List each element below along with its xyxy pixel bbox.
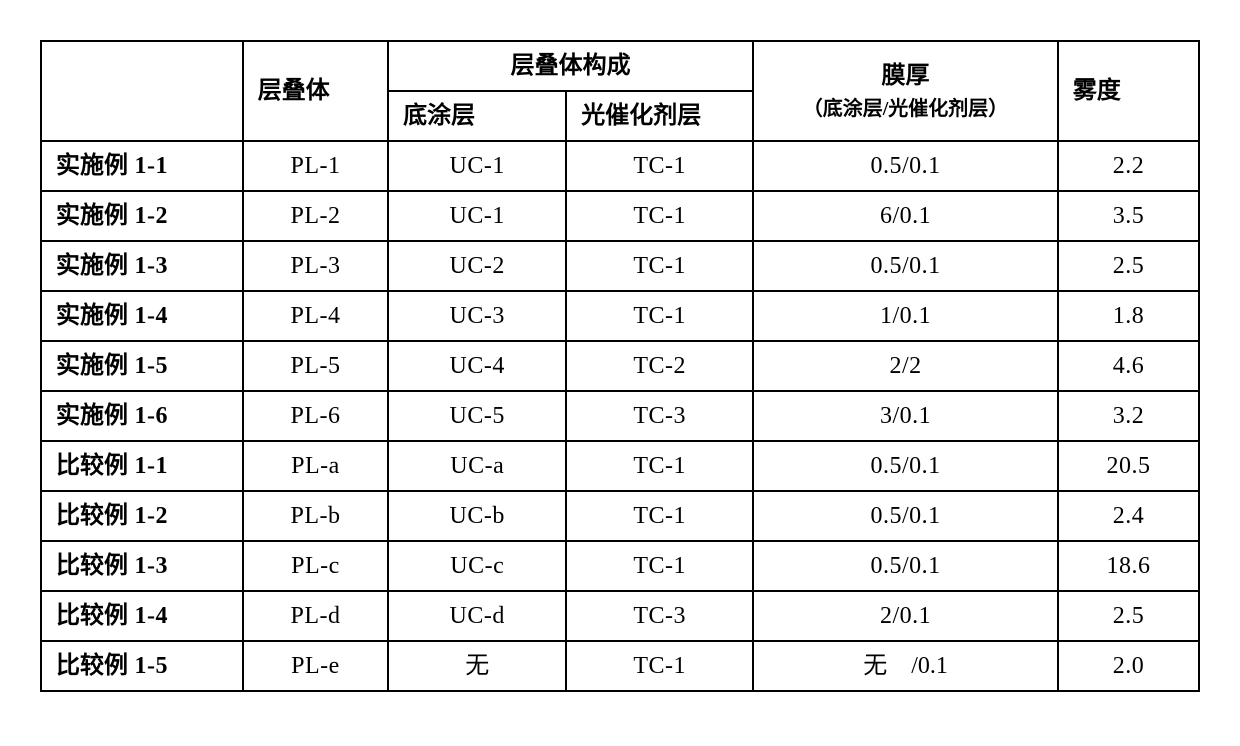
header-blank: [41, 41, 243, 141]
cell-tc: TC-1: [566, 641, 753, 691]
cell-laminate: PL-a: [243, 441, 388, 491]
header-composition: 层叠体构成: [388, 41, 753, 91]
cell-tc: TC-2: [566, 341, 753, 391]
cell-uc: 无: [388, 641, 566, 691]
table-row: 比较例 1-2PL-bUC-bTC-10.5/0.12.4: [41, 491, 1199, 541]
header-tc: 光催化剂层: [566, 91, 753, 141]
cell-laminate: PL-2: [243, 191, 388, 241]
cell-thickness: 2/2: [753, 341, 1058, 391]
header-thickness-sub: （底涂层/光催化剂层）: [764, 94, 1047, 124]
table-row: 实施例 1-1PL-1UC-1TC-10.5/0.12.2: [41, 141, 1199, 191]
cell-haze: 18.6: [1058, 541, 1199, 591]
cell-uc: UC-c: [388, 541, 566, 591]
cell-laminate: PL-e: [243, 641, 388, 691]
cell-uc: UC-a: [388, 441, 566, 491]
cell-uc: UC-b: [388, 491, 566, 541]
table-row: 实施例 1-6PL-6UC-5TC-33/0.13.2: [41, 391, 1199, 441]
cell-tc: TC-1: [566, 291, 753, 341]
cell-tc: TC-3: [566, 391, 753, 441]
cell-laminate: PL-d: [243, 591, 388, 641]
cell-thickness: 0.5/0.1: [753, 541, 1058, 591]
row-label: 比较例 1-3: [41, 541, 243, 591]
cell-haze: 4.6: [1058, 341, 1199, 391]
header-laminate: 层叠体: [243, 41, 388, 141]
cell-haze: 3.5: [1058, 191, 1199, 241]
row-label: 比较例 1-1: [41, 441, 243, 491]
cell-haze: 2.0: [1058, 641, 1199, 691]
cell-haze: 2.5: [1058, 591, 1199, 641]
table-row: 比较例 1-5PL-e无TC-1无 /0.12.0: [41, 641, 1199, 691]
cell-uc: UC-1: [388, 141, 566, 191]
table-header: 层叠体 层叠体构成 膜厚 （底涂层/光催化剂层） 雾度 底涂层 光催化剂层: [41, 41, 1199, 141]
cell-haze: 1.8: [1058, 291, 1199, 341]
cell-laminate: PL-b: [243, 491, 388, 541]
cell-uc: UC-4: [388, 341, 566, 391]
cell-thickness: 1/0.1: [753, 291, 1058, 341]
cell-uc: UC-1: [388, 191, 566, 241]
cell-laminate: PL-3: [243, 241, 388, 291]
cell-tc: TC-1: [566, 191, 753, 241]
table-row: 比较例 1-4PL-dUC-dTC-32/0.12.5: [41, 591, 1199, 641]
cell-uc: UC-5: [388, 391, 566, 441]
cell-tc: TC-1: [566, 241, 753, 291]
cell-tc: TC-3: [566, 591, 753, 641]
data-table: 层叠体 层叠体构成 膜厚 （底涂层/光催化剂层） 雾度 底涂层 光催化剂层 实施…: [40, 40, 1200, 692]
table-row: 实施例 1-4PL-4UC-3TC-11/0.11.8: [41, 291, 1199, 341]
cell-laminate: PL-6: [243, 391, 388, 441]
cell-laminate: PL-1: [243, 141, 388, 191]
cell-tc: TC-1: [566, 491, 753, 541]
cell-thickness: 6/0.1: [753, 191, 1058, 241]
header-thickness: 膜厚 （底涂层/光催化剂层）: [753, 41, 1058, 141]
table-row: 实施例 1-3PL-3UC-2TC-10.5/0.12.5: [41, 241, 1199, 291]
cell-thickness: 2/0.1: [753, 591, 1058, 641]
table-body: 实施例 1-1PL-1UC-1TC-10.5/0.12.2实施例 1-2PL-2…: [41, 141, 1199, 691]
table-row: 实施例 1-2PL-2UC-1TC-16/0.13.5: [41, 191, 1199, 241]
cell-uc: UC-3: [388, 291, 566, 341]
cell-haze: 2.5: [1058, 241, 1199, 291]
cell-laminate: PL-c: [243, 541, 388, 591]
table-row: 实施例 1-5PL-5UC-4TC-22/24.6: [41, 341, 1199, 391]
row-label: 比较例 1-2: [41, 491, 243, 541]
cell-tc: TC-1: [566, 541, 753, 591]
header-uc: 底涂层: [388, 91, 566, 141]
cell-tc: TC-1: [566, 441, 753, 491]
row-label: 比较例 1-5: [41, 641, 243, 691]
cell-haze: 20.5: [1058, 441, 1199, 491]
row-label: 实施例 1-2: [41, 191, 243, 241]
cell-laminate: PL-5: [243, 341, 388, 391]
header-haze: 雾度: [1058, 41, 1199, 141]
cell-thickness: 无 /0.1: [753, 641, 1058, 691]
cell-tc: TC-1: [566, 141, 753, 191]
row-label: 实施例 1-1: [41, 141, 243, 191]
cell-thickness: 0.5/0.1: [753, 141, 1058, 191]
cell-uc: UC-d: [388, 591, 566, 641]
cell-haze: 3.2: [1058, 391, 1199, 441]
cell-thickness: 0.5/0.1: [753, 241, 1058, 291]
row-label: 实施例 1-6: [41, 391, 243, 441]
cell-laminate: PL-4: [243, 291, 388, 341]
row-label: 实施例 1-4: [41, 291, 243, 341]
cell-thickness: 0.5/0.1: [753, 441, 1058, 491]
row-label: 实施例 1-5: [41, 341, 243, 391]
cell-thickness: 3/0.1: [753, 391, 1058, 441]
cell-thickness: 0.5/0.1: [753, 491, 1058, 541]
cell-haze: 2.2: [1058, 141, 1199, 191]
cell-haze: 2.4: [1058, 491, 1199, 541]
header-thickness-main: 膜厚: [882, 63, 930, 89]
table-row: 比较例 1-3PL-cUC-cTC-10.5/0.118.6: [41, 541, 1199, 591]
row-label: 比较例 1-4: [41, 591, 243, 641]
cell-uc: UC-2: [388, 241, 566, 291]
row-label: 实施例 1-3: [41, 241, 243, 291]
table-row: 比较例 1-1PL-aUC-aTC-10.5/0.120.5: [41, 441, 1199, 491]
